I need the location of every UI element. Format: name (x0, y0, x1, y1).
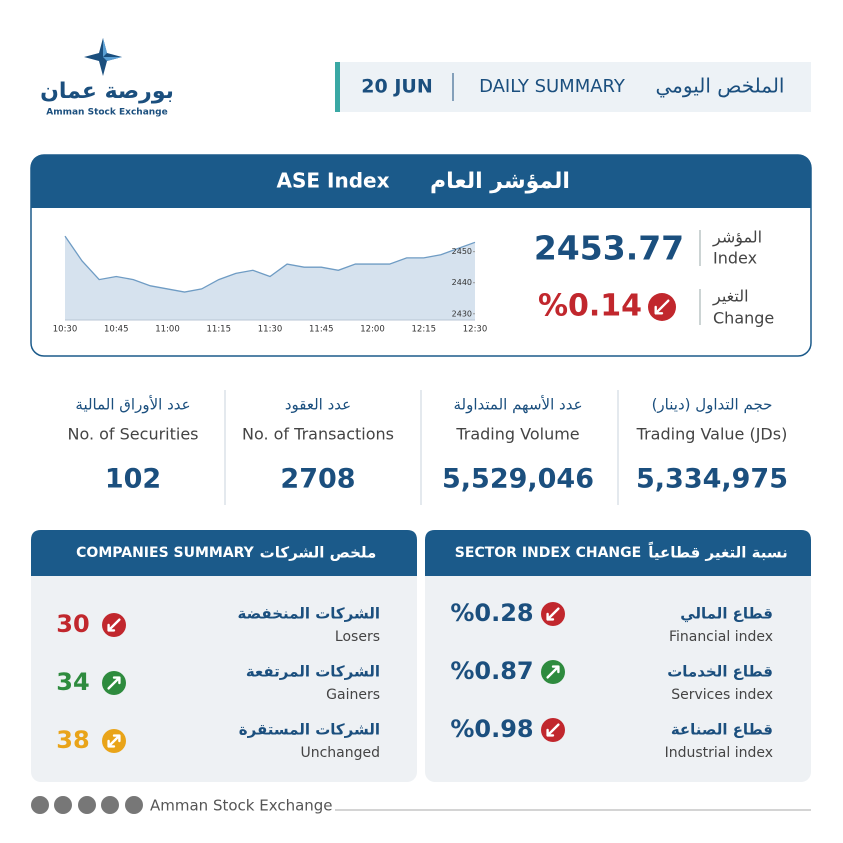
icon-arrow (546, 665, 560, 679)
stat-value: 102 (105, 464, 161, 495)
social-icons (31, 796, 143, 814)
companies-title-english: COMPANIES SUMMARY (76, 545, 255, 561)
icon-arrow (107, 618, 121, 632)
logo-arabic: بورصة عمان (40, 79, 174, 104)
direction-icon (541, 718, 565, 742)
stat-label-english: No. of Securities (67, 425, 198, 444)
title-accent (335, 62, 340, 112)
sector-label-arabic: قطاع المالي (680, 605, 773, 623)
date: 20 JUN (361, 76, 432, 98)
company-label-arabic: الشركات المستقرة (239, 721, 380, 739)
company-count: 30 (56, 610, 89, 638)
sector-label-arabic: قطاع الصناعة (671, 721, 773, 739)
companies-title-arabic: ملخص الشركات (260, 544, 377, 562)
index-card-header (31, 155, 811, 208)
logo (84, 38, 122, 76)
x-tick-label: 11:30 (258, 325, 283, 335)
x-tick-label: 11:45 (309, 325, 334, 335)
x-tick-label: 12:30 (463, 325, 488, 335)
stat-label-arabic: عدد الأسهم المتداولة (453, 395, 582, 414)
sector-title-english: SECTOR INDEX CHANGE (455, 545, 641, 561)
company-label-english: Losers (335, 629, 380, 645)
index-value: 2453.77 (534, 229, 684, 268)
change-label-arabic: التغير (712, 287, 749, 307)
sector-change: %0.28 (450, 599, 533, 627)
sector-change: %0.87 (450, 657, 533, 685)
stat-value: 5,334,975 (636, 464, 788, 495)
stat-label-arabic: عدد العقود (285, 396, 351, 414)
facebook-icon[interactable] (31, 796, 49, 814)
title-english: DAILY SUMMARY (479, 76, 626, 97)
icon-arrow (546, 607, 560, 621)
icon-arrow (546, 723, 560, 737)
title-bar (335, 62, 811, 112)
y-tick-label: 2430 (452, 309, 472, 318)
company-label-arabic: الشركات المرتفعة (246, 663, 380, 681)
sector-label-english: Services index (671, 687, 773, 703)
sector-title-arabic: نسبة التغير قطاعياً (648, 541, 788, 561)
icon-arrow (654, 299, 670, 315)
direction-icon (648, 293, 676, 321)
icon-arrow (107, 676, 121, 690)
instagram-icon[interactable] (78, 796, 96, 814)
direction-icon (541, 660, 565, 684)
x-tick-label: 12:00 (360, 325, 385, 335)
youtube-icon[interactable] (125, 796, 143, 814)
stat-label-english: Trading Value (JDs) (636, 425, 788, 444)
sector-label-english: Financial index (669, 629, 773, 645)
index-title-english: ASE Index (277, 169, 390, 193)
direction-icon (102, 613, 126, 637)
icon-arrow (107, 734, 121, 748)
x-tick-label: 12:15 (412, 325, 437, 335)
twitter-icon[interactable] (54, 796, 72, 814)
companies-header (31, 530, 417, 576)
sector-change: %0.98 (450, 715, 533, 743)
index-label-arabic: المؤشر (712, 228, 762, 248)
x-tick-label: 11:15 (207, 325, 232, 335)
index-label-english: Index (713, 249, 757, 268)
x-tick-label: 11:00 (155, 325, 180, 335)
y-tick-label: 2440 (452, 278, 472, 287)
x-tick-label: 10:45 (104, 325, 129, 335)
linkedin-icon[interactable] (101, 796, 119, 814)
x-tick-label: 10:30 (53, 325, 78, 335)
sector-label-english: Industrial index (665, 745, 773, 761)
sector-label-arabic: قطاع الخدمات (667, 663, 773, 681)
stat-label-arabic: حجم التداول (دينار) (652, 396, 773, 414)
sector-header (425, 530, 811, 576)
area (65, 236, 475, 320)
change-label-english: Change (713, 309, 774, 328)
logo-english: Amman Stock Exchange (46, 108, 167, 118)
company-label-english: Unchanged (300, 745, 380, 761)
direction-icon (102, 729, 126, 753)
direction-icon (102, 671, 126, 695)
companies-card (31, 530, 417, 782)
stat-label-english: No. of Transactions (242, 425, 394, 444)
company-label-arabic: الشركات المنخفضة (238, 605, 380, 623)
stat-value: 5,529,046 (442, 464, 594, 495)
stat-label-arabic: عدد الأوراق المالية (75, 395, 190, 414)
stat-value: 2708 (280, 464, 355, 495)
stat-label-english: Trading Volume (455, 425, 579, 444)
company-count: 38 (56, 726, 89, 754)
company-count: 34 (56, 668, 89, 696)
footer-text: Amman Stock Exchange (150, 797, 333, 815)
change-value: %0.14 (538, 289, 642, 324)
company-label-english: Gainers (326, 687, 380, 703)
line (64, 235, 476, 293)
direction-icon (541, 602, 565, 626)
index-title-arabic: المؤشر العام (430, 169, 570, 194)
title-arabic: الملخص اليومي (655, 74, 784, 99)
y-tick-label: 2450 (452, 247, 472, 256)
sector-card (425, 530, 811, 782)
